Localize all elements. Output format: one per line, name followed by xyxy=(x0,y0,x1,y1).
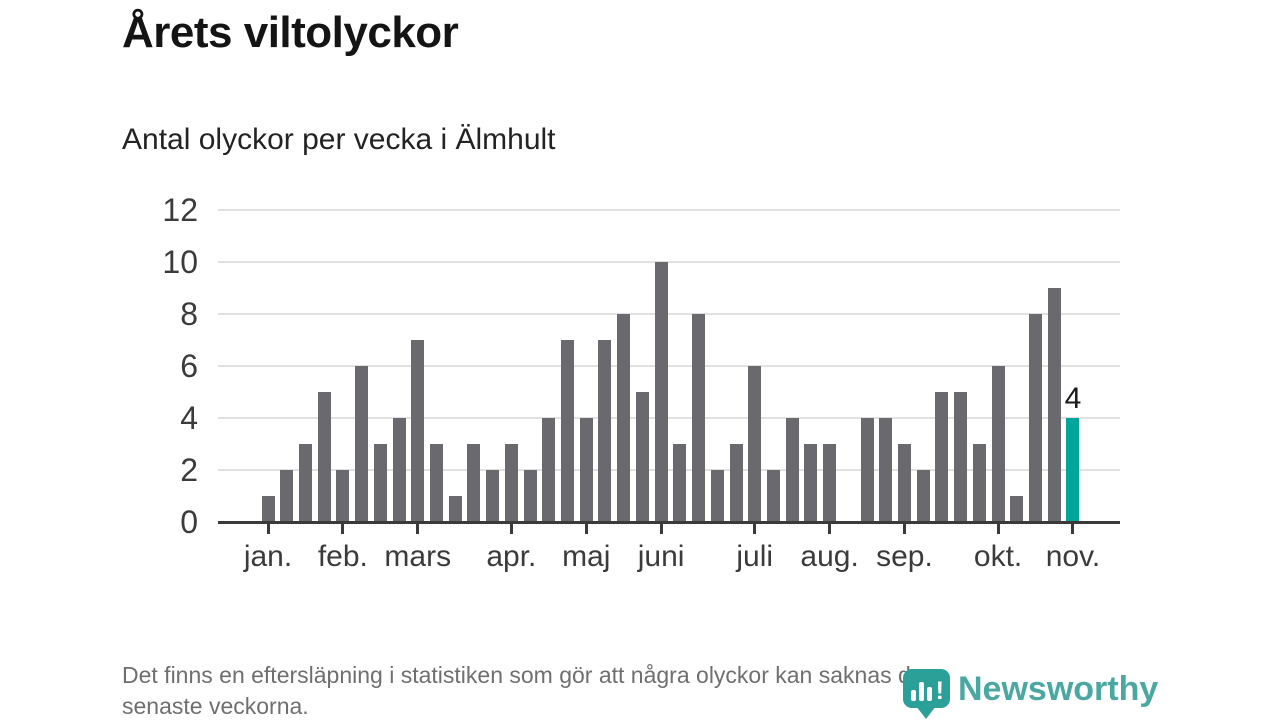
bar xyxy=(523,470,537,522)
x-tick xyxy=(996,524,1000,534)
logo-bar-icon xyxy=(927,687,932,701)
brand-name: Newsworthy xyxy=(958,670,1159,708)
bar xyxy=(298,444,312,522)
x-tick xyxy=(266,524,270,534)
bar xyxy=(785,418,799,522)
y-axis-label: 0 xyxy=(180,504,198,540)
x-axis-label: nov. xyxy=(1045,540,1101,573)
bar xyxy=(654,262,668,522)
bar-value-label: 4 xyxy=(1064,382,1082,415)
bar xyxy=(692,314,706,522)
x-tick xyxy=(341,524,345,534)
bar xyxy=(748,366,762,522)
bar xyxy=(635,392,649,522)
y-axis-label: 8 xyxy=(180,296,198,332)
logo-bar-icon xyxy=(911,690,916,701)
bar xyxy=(972,444,986,522)
gridline xyxy=(218,261,1120,263)
x-axis-line xyxy=(218,521,1120,524)
bar xyxy=(991,366,1005,522)
x-tick xyxy=(416,524,420,534)
bar xyxy=(766,470,780,522)
x-axis-label: juli xyxy=(736,540,774,573)
bar xyxy=(504,444,518,522)
bar xyxy=(673,444,687,522)
logo-exclamation-icon: ! xyxy=(935,677,944,705)
bar xyxy=(935,392,949,522)
bar xyxy=(542,418,556,522)
bar xyxy=(579,418,593,522)
x-tick xyxy=(509,524,513,534)
bar xyxy=(392,418,406,522)
bar xyxy=(879,418,893,522)
bar xyxy=(729,444,743,522)
x-axis-label: maj xyxy=(562,540,611,573)
x-axis-label: mars xyxy=(384,540,452,573)
chart-subtitle: Antal olyckor per vecka i Älmhult xyxy=(122,123,556,156)
x-tick xyxy=(584,524,588,534)
bar-chart: 0 2 4 6 8 10 12 4 jan. feb. mars apr. maj juni juli aug… xyxy=(162,193,1120,573)
bar xyxy=(373,444,387,522)
footnote: Det finns en eftersläpning i statistiken… xyxy=(122,660,924,722)
x-axis-label: sep. xyxy=(876,540,933,573)
bar xyxy=(1029,314,1043,522)
y-axis-label: 6 xyxy=(180,348,198,384)
y-axis-label: 12 xyxy=(162,192,198,228)
bar xyxy=(804,444,818,522)
y-axis-label: 4 xyxy=(180,400,198,436)
bar xyxy=(355,366,369,522)
footnote-line-1: Det finns en eftersläpning i statistiken… xyxy=(122,662,924,688)
bar xyxy=(617,314,631,522)
bar xyxy=(897,444,911,522)
bar xyxy=(411,340,425,522)
gridline xyxy=(218,209,1120,211)
y-axis-label: 10 xyxy=(162,244,198,280)
x-axis-label: apr. xyxy=(486,540,537,573)
gridline xyxy=(218,313,1120,315)
x-tick xyxy=(659,524,663,534)
x-axis-label: feb. xyxy=(317,540,368,573)
bar xyxy=(860,418,874,522)
gridline xyxy=(218,417,1120,419)
logo-bar-icon xyxy=(919,682,924,701)
bar xyxy=(486,470,500,522)
gridline xyxy=(218,469,1120,471)
bar xyxy=(280,470,294,522)
footnote-line-2: senaste veckorna. xyxy=(122,693,309,719)
x-axis-label: juni xyxy=(637,540,685,573)
bar xyxy=(1010,496,1024,522)
bar xyxy=(261,496,275,522)
y-axis-label: 2 xyxy=(180,452,198,488)
bar xyxy=(710,470,724,522)
x-axis-label: okt. xyxy=(973,540,1023,573)
x-tick xyxy=(753,524,757,534)
bar xyxy=(448,496,462,522)
x-axis-label: jan. xyxy=(243,540,293,573)
x-tick xyxy=(828,524,832,534)
bar xyxy=(336,470,350,522)
bar xyxy=(561,340,575,522)
x-axis-label: aug. xyxy=(800,540,859,573)
bar xyxy=(317,392,331,522)
page-title: Årets viltolyckor xyxy=(122,8,459,57)
highlight-bar xyxy=(1066,418,1080,522)
newsworthy-logo: ! Newsworthy xyxy=(903,668,1158,720)
bar xyxy=(916,470,930,522)
x-tick xyxy=(1071,524,1075,534)
logo-bubble-tail xyxy=(916,706,936,719)
bar xyxy=(823,444,837,522)
bar xyxy=(467,444,481,522)
bar xyxy=(954,392,968,522)
gridline xyxy=(218,365,1120,367)
bar xyxy=(429,444,443,522)
bar xyxy=(1047,288,1061,522)
bar xyxy=(598,340,612,522)
x-tick xyxy=(902,524,906,534)
newsworthy-logo-icon: ! xyxy=(903,669,950,708)
